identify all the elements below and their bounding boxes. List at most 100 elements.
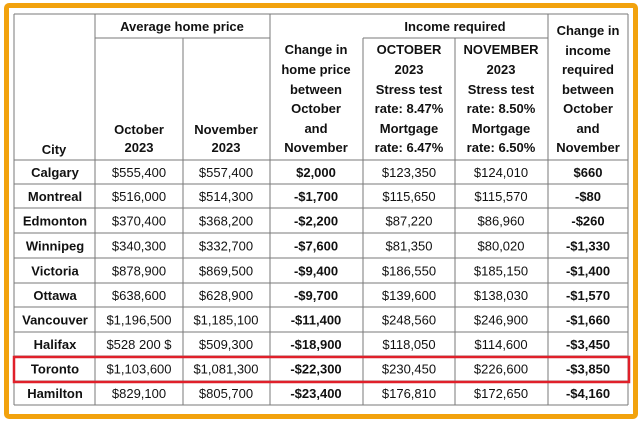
header-october-income: OCTOBER 2023 Stress test rate: 8.47% Mor… — [375, 42, 444, 155]
cell-inc-change: -$3,450 — [566, 337, 610, 352]
cell-nov: $368,200 — [199, 214, 253, 229]
cell-inc-oct: $123,350 — [382, 165, 436, 180]
table-row: Halifax $528 200 $ $509,300 -$18,900 $118,05… — [34, 337, 610, 352]
cell-nov: $1,081,300 — [193, 362, 258, 377]
header-line: October — [291, 101, 341, 116]
cell-nov: $509,300 — [199, 337, 253, 352]
table-row: Calgary $555,400 $557,400 $2,000 $123,350 $12… — [31, 165, 602, 180]
cell-city: Winnipeg — [26, 239, 84, 254]
header-line: 2023 — [125, 140, 154, 155]
cell-change: -$18,900 — [290, 337, 341, 352]
cell-inc-nov: $86,960 — [478, 214, 525, 229]
header-line: 2023 — [212, 140, 241, 155]
cell-city: Victoria — [31, 264, 79, 279]
header-change-income-required: Change in income required between Octobe… — [556, 23, 620, 155]
cell-inc-nov: $226,600 — [474, 362, 528, 377]
header-november-2023: November 2023 — [194, 122, 258, 155]
cell-inc-nov: $138,030 — [474, 288, 528, 303]
header-line: October — [114, 122, 164, 137]
cell-inc-change: -$1,660 — [566, 313, 610, 328]
header-line: OCTOBER — [377, 42, 442, 57]
header-line: Mortgage — [380, 121, 439, 136]
header-line: home price — [281, 62, 350, 77]
header-city: City — [42, 142, 67, 157]
table-row: Edmonton $370,400 $368,200 -$2,200 $87,220 $8… — [23, 214, 605, 229]
cell-inc-nov: $114,600 — [474, 337, 527, 352]
header-line: Change in — [285, 42, 348, 57]
cell-oct: $516,000 — [112, 189, 166, 204]
cell-inc-change: -$260 — [571, 214, 604, 229]
header-line: Change in — [557, 23, 620, 38]
cell-oct: $340,300 — [112, 239, 166, 254]
cell-inc-oct: $87,220 — [386, 214, 433, 229]
header-line: rate: 6.47% — [375, 140, 444, 155]
cell-inc-nov: $115,570 — [474, 189, 527, 204]
cell-inc-oct: $115,650 — [382, 189, 435, 204]
cell-city: Toronto — [31, 362, 79, 377]
cell-inc-oct: $230,450 — [382, 362, 436, 377]
table-row: Victoria $878,900 $869,500 -$9,400 $186,550 $… — [31, 264, 610, 279]
header-line: rate: 6.50% — [467, 140, 536, 155]
cell-nov: $557,400 — [199, 165, 253, 180]
header-line: income — [565, 43, 611, 58]
header-line: NOVEMBER — [463, 42, 539, 57]
header-city-text: City — [42, 142, 67, 157]
cell-city: Calgary — [31, 165, 79, 180]
table-frame — [4, 3, 638, 419]
cell-change: $2,000 — [296, 165, 336, 180]
cell-change: -$23,400 — [290, 386, 341, 401]
cell-oct: $370,400 — [112, 214, 166, 229]
header-line: October — [563, 101, 613, 116]
cell-change: -$11,400 — [291, 313, 342, 328]
cell-change: -$9,400 — [294, 264, 338, 279]
header-line: between — [290, 82, 342, 97]
header-line: rate: 8.50% — [467, 101, 536, 116]
cell-oct: $528 200 $ — [106, 337, 172, 352]
cell-inc-change: -$1,330 — [566, 239, 610, 254]
header-november-income: NOVEMBER 2023 Stress test rate: 8.50% Mo… — [463, 42, 539, 155]
cell-city: Halifax — [34, 337, 77, 352]
cell-change: -$7,600 — [294, 239, 338, 254]
header-october-2023: October 2023 — [114, 122, 164, 155]
cell-oct: $555,400 — [112, 165, 166, 180]
cell-nov: $1,185,100 — [193, 313, 258, 328]
cell-change: -$22,300 — [290, 362, 341, 377]
table-row: Vancouver $1,196,500 $1,185,100 -$11,400 $24… — [22, 313, 610, 328]
cell-oct: $829,100 — [112, 386, 166, 401]
header-line: Stress test — [468, 82, 535, 97]
header-line: November — [194, 122, 258, 137]
table-body: Calgary $555,400 $557,400 $2,000 $123,350 $12… — [22, 165, 610, 401]
cell-inc-oct: $81,350 — [386, 239, 433, 254]
cell-inc-change: -$3,850 — [566, 362, 610, 377]
header-line: November — [556, 140, 620, 155]
table-row: Montreal $516,000 $514,300 -$1,700 $115,650 $… — [28, 189, 601, 204]
header-income-required: Income required — [404, 19, 505, 34]
cell-inc-nov: $124,010 — [474, 165, 528, 180]
cell-city: Ottawa — [33, 288, 77, 303]
cell-oct: $1,103,600 — [106, 362, 171, 377]
cell-inc-oct: $186,550 — [382, 264, 436, 279]
cell-inc-oct: $176,810 — [382, 386, 436, 401]
cell-city: Edmonton — [23, 214, 87, 229]
cell-city: Vancouver — [22, 313, 88, 328]
header-line: and — [304, 121, 327, 136]
cell-nov: $514,300 — [199, 189, 253, 204]
cell-inc-nov: $172,650 — [474, 386, 528, 401]
cell-nov: $628,900 — [199, 288, 253, 303]
cell-nov: $805,700 — [199, 386, 253, 401]
cell-inc-nov: $80,020 — [478, 239, 525, 254]
cell-oct: $1,196,500 — [106, 313, 171, 328]
table-row: Winnipeg $340,300 $332,700 -$7,600 $81,350 $8… — [26, 239, 610, 254]
header-average-home-price: Average home price — [120, 19, 244, 34]
header-line: between — [562, 82, 614, 97]
highlight-box — [12, 355, 631, 384]
cell-city: Hamilton — [27, 386, 83, 401]
header-line: rate: 8.47% — [375, 101, 444, 116]
header-line: Mortgage — [472, 121, 531, 136]
cell-change: -$1,700 — [294, 189, 338, 204]
header-line: required — [562, 62, 614, 77]
cell-change: -$9,700 — [294, 288, 338, 303]
cell-inc-nov: $185,150 — [474, 264, 528, 279]
cell-change: -$2,200 — [294, 214, 338, 229]
